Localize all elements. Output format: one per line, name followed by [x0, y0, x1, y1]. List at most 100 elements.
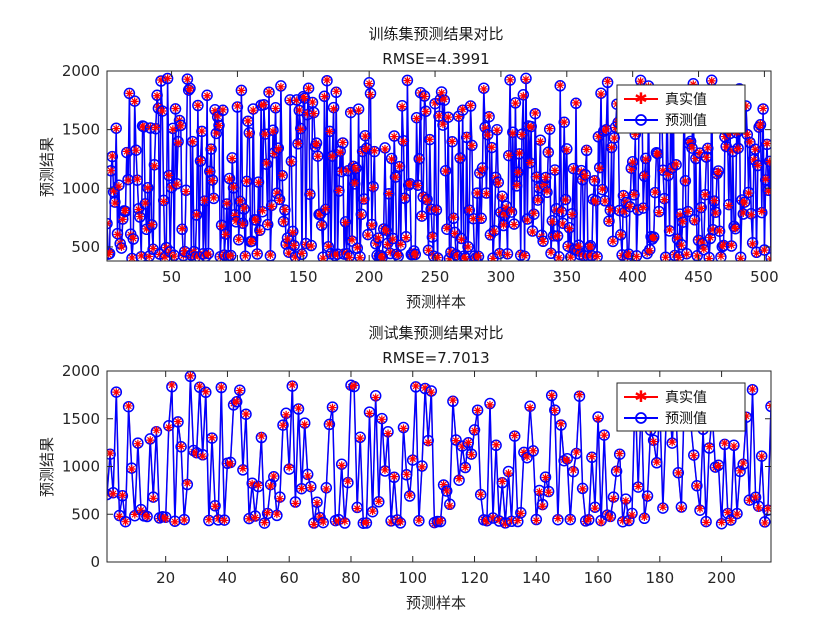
true-value-point: [661, 253, 670, 261]
predicted-point: [496, 190, 508, 203]
x-tick-label: 60: [280, 569, 299, 587]
y-tick-label: 1000: [62, 179, 100, 197]
true-value-point: [188, 137, 197, 146]
true-value-point: [380, 144, 389, 153]
true-value-point: [420, 92, 429, 101]
true-value-point: [131, 146, 140, 155]
predicted-point: [213, 119, 225, 132]
true-value-point: [510, 220, 519, 229]
true-value-point: [618, 516, 627, 525]
true-value-point: [512, 181, 521, 190]
true-value-point: [323, 76, 332, 85]
predicted-point: [171, 178, 183, 190]
true-value-point: [201, 251, 210, 260]
predicted-point: [413, 153, 425, 165]
true-value-point: [271, 104, 280, 113]
true-value-point: [217, 383, 226, 392]
true-value-point: [711, 463, 720, 472]
predicted-point: [113, 509, 126, 522]
true-value-point: [757, 452, 766, 461]
true-value-point: [367, 221, 376, 230]
predicted-point: [543, 123, 556, 135]
true-value-point: [134, 205, 143, 214]
true-value-point: [109, 187, 118, 196]
true-value-point: [368, 507, 377, 516]
predicted-point: [251, 248, 263, 260]
true-value-point: [279, 421, 288, 430]
true-value-point: [744, 189, 753, 198]
predicted-point: [737, 208, 750, 220]
true-value-point: [143, 183, 152, 192]
true-value-point: [603, 509, 612, 518]
test-legend-true-label: 真实值: [665, 390, 707, 406]
true-value-point: [691, 154, 700, 163]
predicted-point: [372, 232, 385, 244]
train-chart-title: 训练集预测结果对比: [368, 25, 503, 43]
x-tick-label: 180: [645, 569, 674, 587]
predicted-point: [465, 448, 478, 460]
true-value-point: [319, 254, 328, 261]
true-value-point: [529, 446, 538, 455]
true-value-point: [591, 197, 600, 206]
true-value-point: [150, 161, 159, 170]
true-value-point: [435, 111, 443, 120]
true-value-point: [432, 205, 441, 214]
true-value-point: [581, 517, 590, 526]
true-value-point: [454, 112, 463, 121]
true-value-point: [463, 242, 472, 251]
true-value-point: [606, 513, 615, 522]
predicted-point: [539, 471, 552, 483]
true-value-point: [606, 205, 615, 214]
predicted-point: [462, 437, 475, 449]
train-chart-rmse: RMSE=4.3991: [382, 50, 489, 68]
true-value-point: [634, 482, 643, 491]
true-value-point: [745, 137, 754, 146]
true-value-point: [109, 489, 118, 498]
true-value-point: [333, 250, 342, 259]
predicted-point: [649, 186, 661, 199]
true-value-point: [476, 490, 485, 499]
true-value-point: [742, 412, 751, 421]
true-value-point: [137, 251, 146, 260]
true-value-point: [743, 130, 752, 139]
true-value-point: [145, 252, 154, 261]
true-value-point: [546, 248, 555, 257]
true-value-point: [153, 91, 162, 100]
predicted-point: [525, 120, 537, 133]
true-value-point: [498, 193, 507, 202]
true-value-point: [204, 250, 213, 259]
true-value-point: [377, 250, 386, 259]
predicted-point: [138, 121, 150, 133]
predicted-point: [765, 400, 771, 413]
true-value-point: [763, 139, 771, 148]
true-value-point: [362, 144, 371, 153]
true-value-point: [502, 203, 511, 212]
predicted-point: [493, 515, 505, 527]
x-tick-label: 250: [421, 268, 450, 286]
predicted-point: [725, 240, 738, 252]
true-value-point: [467, 141, 476, 150]
predicted-point: [545, 389, 558, 402]
true-value-point: [107, 166, 115, 175]
true-value-point: [557, 206, 566, 215]
predicted-point: [205, 143, 217, 155]
true-value-point: [229, 183, 238, 192]
true-value-point: [200, 196, 209, 205]
true-value-point: [107, 449, 115, 458]
predicted-point: [439, 164, 452, 177]
true-value-point: [383, 240, 392, 249]
predicted-point: [261, 218, 274, 231]
predicted-point: [520, 72, 532, 85]
true-value-point: [214, 121, 223, 130]
true-value-point: [519, 91, 528, 100]
predicted-point: [141, 510, 153, 523]
true-value-point: [337, 167, 346, 176]
true-value-point: [466, 101, 475, 110]
true-value-point: [398, 102, 407, 111]
true-value-point: [306, 483, 315, 492]
predicted-point: [650, 146, 663, 159]
true-value-point: [285, 463, 294, 472]
true-value-point: [384, 189, 393, 198]
true-value-point: [172, 180, 181, 189]
predicted-point: [366, 218, 378, 231]
